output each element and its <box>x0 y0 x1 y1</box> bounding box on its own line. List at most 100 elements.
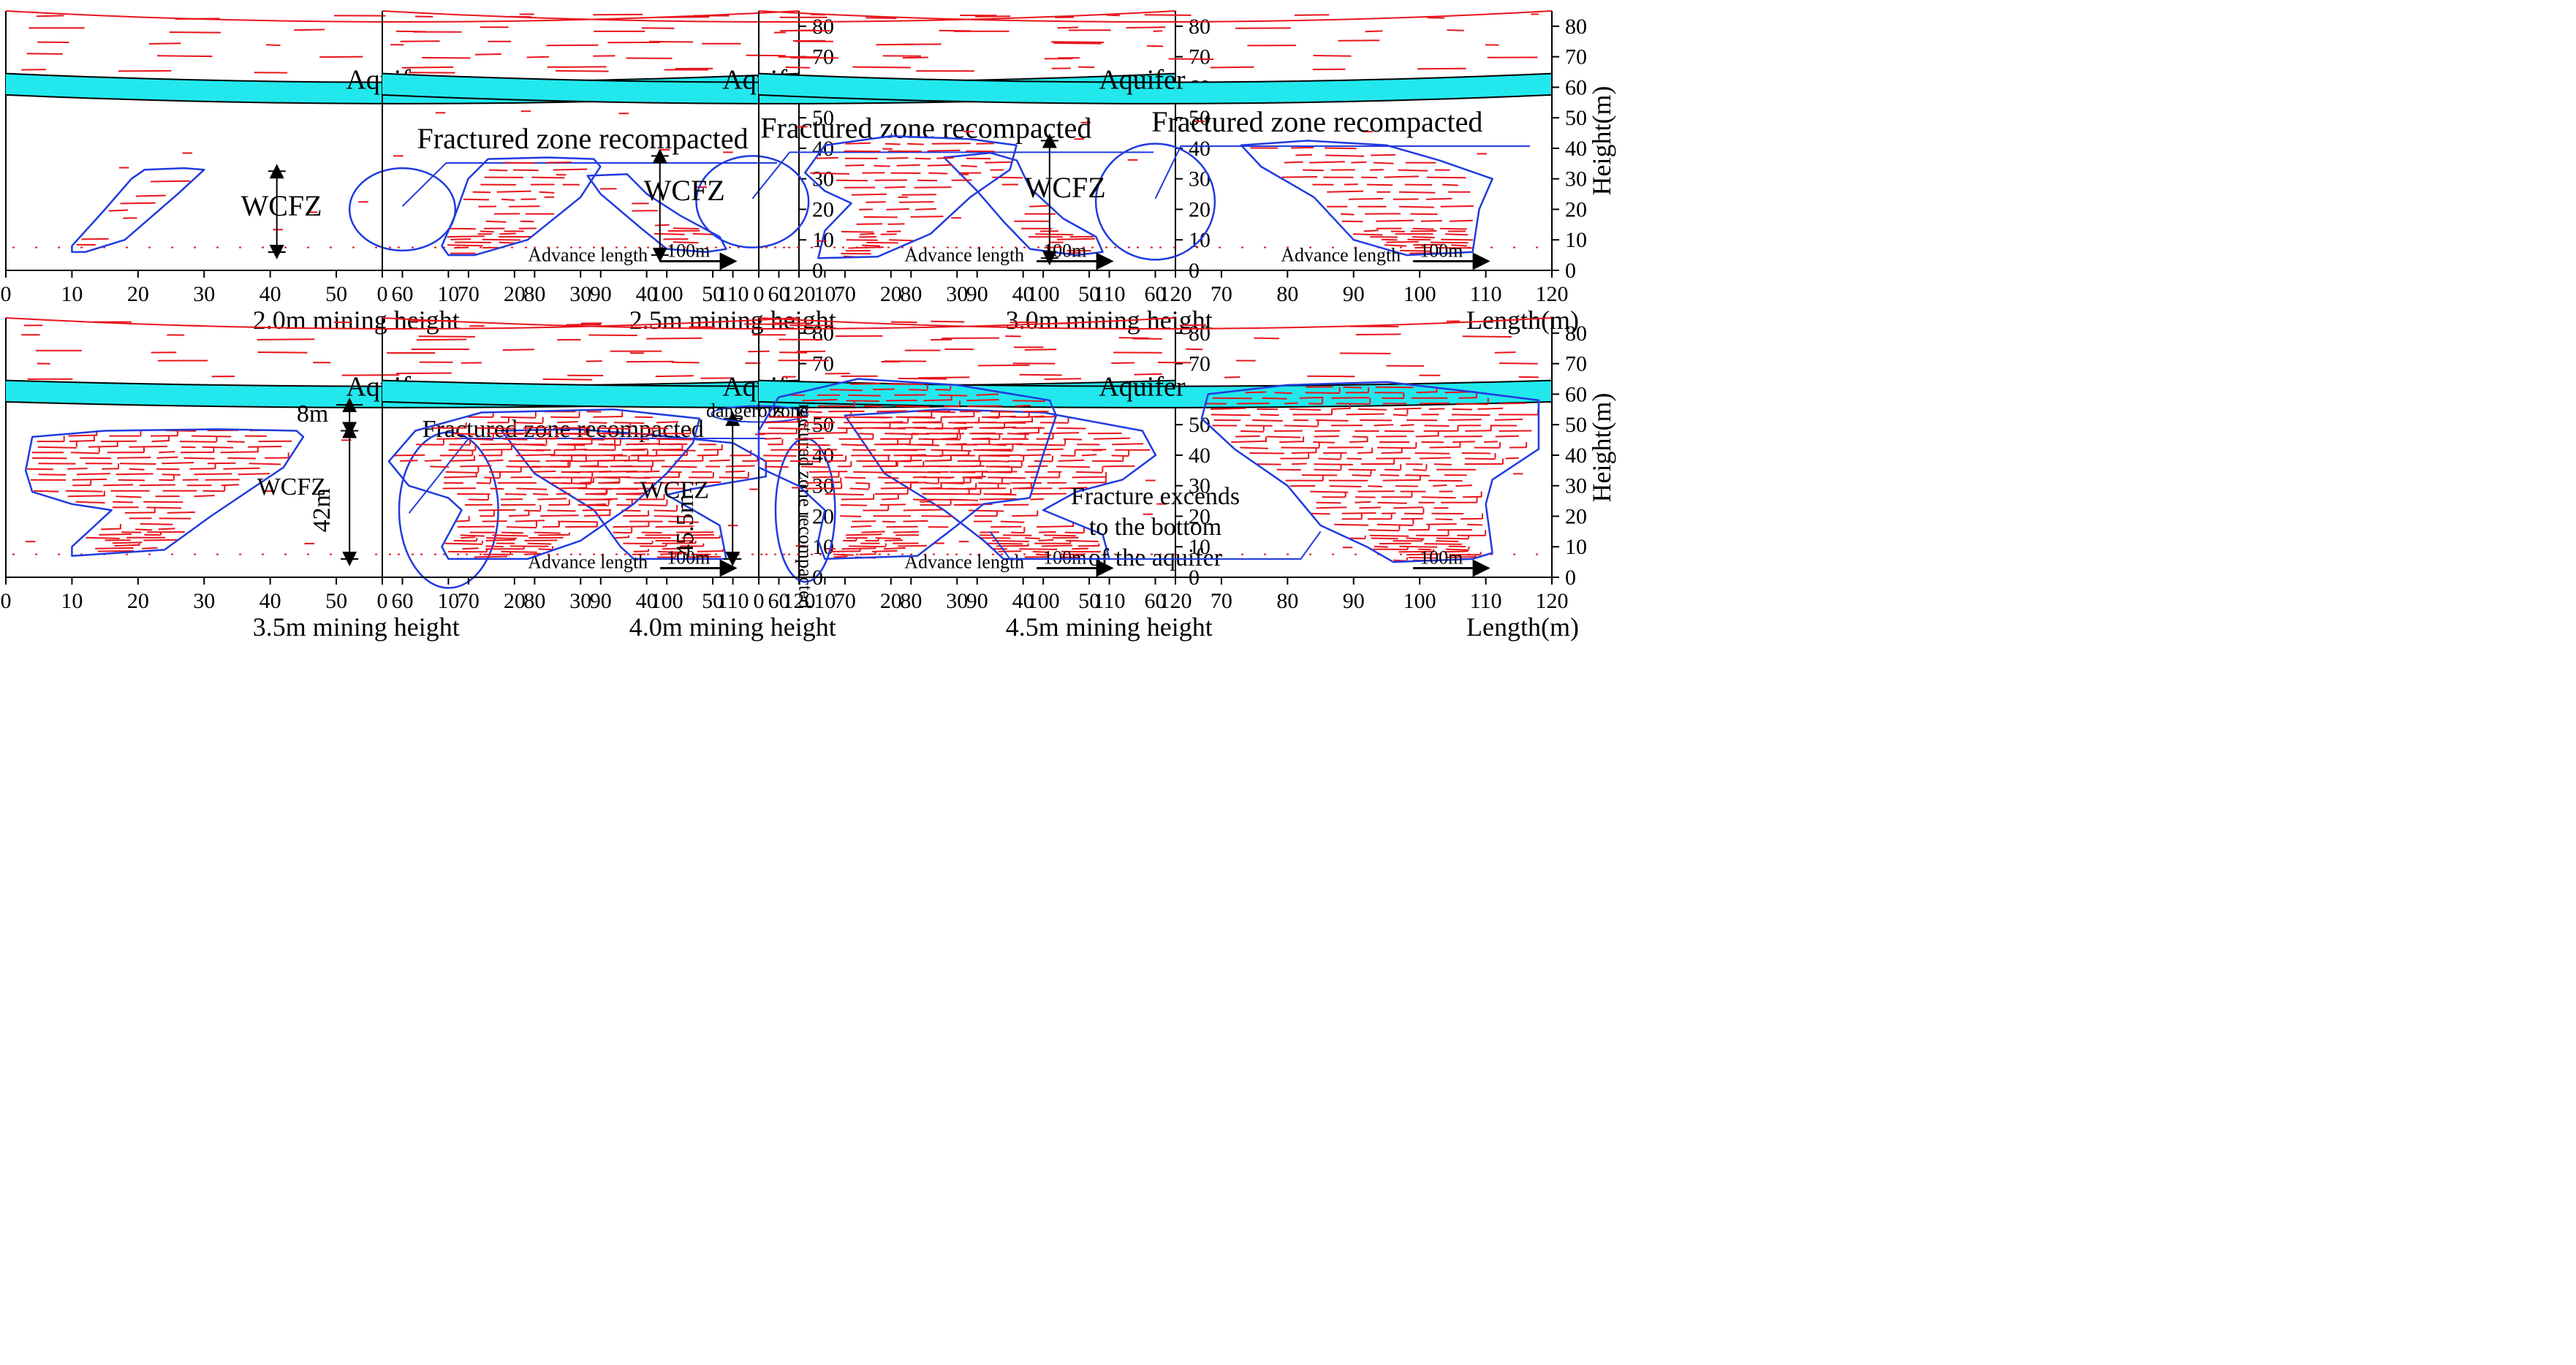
fracture-mark <box>841 547 876 550</box>
fracture-mark <box>1448 419 1482 421</box>
fracture-mark <box>972 438 1000 441</box>
fracture-zone-left <box>804 134 1018 259</box>
x-tick-label: 80 <box>900 282 922 306</box>
fracture-mark <box>1426 523 1457 525</box>
fracture-mark <box>654 232 685 235</box>
wcfz-height: 42m <box>308 488 336 532</box>
fracture-mark <box>1058 487 1088 490</box>
fracture-mark <box>485 220 507 223</box>
x-tick-label: 0 <box>754 282 765 306</box>
fracture-mark <box>72 478 107 481</box>
fracture-mark <box>445 471 479 474</box>
x-tick-label: 30 <box>946 282 968 306</box>
fracture-mark <box>120 202 156 205</box>
y-tick-label: 40 <box>1189 444 1211 468</box>
x-tick-label: 0 <box>1 282 12 306</box>
strata-crack <box>1052 322 1078 324</box>
fracture-mark <box>1461 517 1483 520</box>
fracture-mark <box>1410 230 1437 232</box>
fracture-mark <box>448 449 476 452</box>
fracture-mark <box>589 422 607 424</box>
y-tick-label: 20 <box>1565 197 1587 221</box>
y-tick-label: 60 <box>1565 75 1587 99</box>
fracture-mark <box>996 544 1028 547</box>
x-tick-label: 80 <box>1276 589 1298 613</box>
fracture-mark <box>850 525 872 528</box>
fracture-mark <box>1037 525 1074 528</box>
fracture-mark <box>651 448 683 451</box>
fracture-mark <box>1373 161 1394 164</box>
strata-crack <box>546 44 599 47</box>
fracture-mark <box>546 161 572 164</box>
fracture-mark <box>1038 539 1054 541</box>
strata-crack <box>26 53 63 55</box>
fracture-mark <box>795 444 830 446</box>
x-tick-label: 50 <box>325 282 347 306</box>
fracture-mark <box>490 487 504 490</box>
x-tick-label: 80 <box>900 589 922 613</box>
fracture-mark <box>504 161 535 164</box>
fracture-mark <box>1401 517 1424 520</box>
fracture-mark <box>517 449 544 452</box>
strata-crack <box>555 69 609 72</box>
x-tick-label: 80 <box>1276 282 1298 306</box>
fracture-mark <box>844 476 866 479</box>
fracture-mark <box>202 446 234 449</box>
fracture-mark <box>789 460 821 463</box>
fracture-mark <box>898 544 928 547</box>
fracture-mark <box>1327 190 1364 193</box>
y-tick-label: 10 <box>1565 535 1587 559</box>
fracture-mark <box>1346 457 1363 460</box>
fracture-mark <box>108 209 129 212</box>
fracture-mark <box>1030 498 1044 501</box>
strata-crack <box>852 66 911 69</box>
x-tick-label: 60 <box>1145 282 1167 306</box>
x-tick-label: 110 <box>1470 282 1502 306</box>
y-axis-title: Height(m) <box>1587 393 1616 503</box>
fracture-mark <box>1284 161 1303 164</box>
x-tick-label: 90 <box>590 589 612 613</box>
fracture-mark <box>1256 463 1281 465</box>
fracture-mark <box>482 449 512 451</box>
fracture-mark <box>1341 220 1363 223</box>
fracture-mark <box>38 474 67 476</box>
fracture-mark <box>1398 191 1436 194</box>
fracture-mark <box>596 432 615 435</box>
fracture-mark <box>977 449 1012 451</box>
y-tick-label: 40 <box>1565 444 1587 468</box>
x-tick-label: 90 <box>1343 589 1365 613</box>
fracture-mark <box>1077 482 1106 484</box>
strata-crack <box>416 338 467 341</box>
fracture-mark <box>129 468 145 471</box>
x-tick-label: 10 <box>814 589 836 613</box>
fracture-mark <box>67 468 88 470</box>
y-tick-label: 40 <box>1565 137 1587 161</box>
fracture-mark <box>845 164 865 167</box>
fracture-mark <box>455 520 469 522</box>
x-tick-label: 70 <box>458 589 480 613</box>
fracture-mark <box>903 520 928 522</box>
advance-length-label: Advance length <box>904 244 1024 265</box>
strata-crack <box>1462 335 1512 338</box>
fracture-mark <box>686 555 721 558</box>
x-tick-label: 80 <box>523 589 545 613</box>
fracture-mark <box>508 514 529 517</box>
fracture-mark <box>1012 487 1031 490</box>
fracture-zone-right <box>844 408 1157 560</box>
fracture-mark <box>1313 441 1336 444</box>
fracture-mark <box>630 438 650 441</box>
panel-caption: 4.0m mining height <box>629 612 836 642</box>
fracture-mark <box>961 164 977 167</box>
fracture-mark <box>812 476 839 479</box>
y-tick-label: 50 <box>1565 413 1587 437</box>
fracture-zone-right <box>586 173 727 254</box>
x-tick-label: 20 <box>127 589 149 613</box>
fracture-mark <box>1381 452 1402 454</box>
fracture-mark <box>950 471 976 474</box>
fracture-mark <box>579 465 599 468</box>
aquifer-band <box>759 73 1552 104</box>
strata-crack <box>975 15 1011 18</box>
fracture-mark <box>1245 391 1267 394</box>
fracture-mark <box>703 449 722 451</box>
fracture-mark <box>1435 518 1453 521</box>
